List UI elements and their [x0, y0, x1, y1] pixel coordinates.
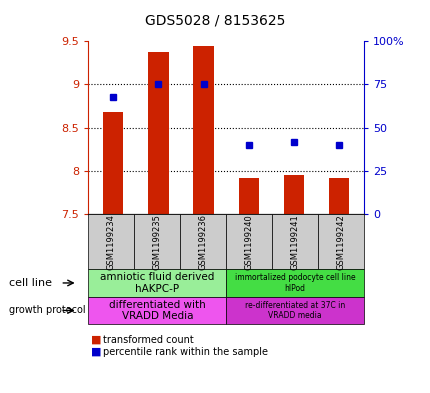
- Text: percentile rank within the sample: percentile rank within the sample: [103, 347, 268, 357]
- Bar: [283, 175, 304, 214]
- Text: growth protocol: growth protocol: [9, 305, 85, 316]
- Bar: [193, 46, 213, 214]
- Bar: [103, 112, 123, 214]
- Text: GDS5028 / 8153625: GDS5028 / 8153625: [145, 14, 285, 28]
- Text: GSM1199235: GSM1199235: [153, 214, 161, 270]
- Text: ■: ■: [90, 335, 101, 345]
- Bar: [238, 178, 258, 214]
- Bar: [148, 51, 168, 214]
- Text: transformed count: transformed count: [103, 335, 194, 345]
- Text: GSM1199241: GSM1199241: [290, 214, 299, 270]
- Text: GSM1199236: GSM1199236: [198, 214, 207, 270]
- Text: GSM1199240: GSM1199240: [244, 214, 253, 270]
- Text: GSM1199234: GSM1199234: [107, 214, 116, 270]
- Bar: [329, 178, 349, 214]
- Text: cell line: cell line: [9, 278, 52, 288]
- Text: amniotic fluid derived
hAKPC-P: amniotic fluid derived hAKPC-P: [100, 272, 214, 294]
- Text: differentiated with
VRADD Media: differentiated with VRADD Media: [109, 300, 205, 321]
- Text: immortalized podocyte cell line
hIPod: immortalized podocyte cell line hIPod: [234, 273, 355, 293]
- Text: ■: ■: [90, 347, 101, 357]
- Text: GSM1199242: GSM1199242: [336, 214, 345, 270]
- Text: re-differentiated at 37C in
VRADD media: re-differentiated at 37C in VRADD media: [245, 301, 344, 320]
